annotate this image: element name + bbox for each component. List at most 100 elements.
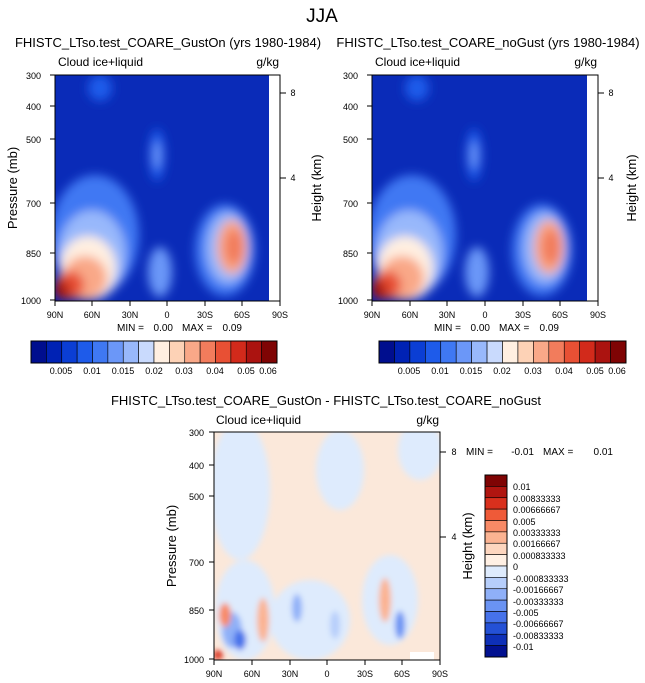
max-label: MAX = (182, 323, 212, 334)
colorbar-swatch (484, 474, 508, 487)
colorbar-swatch (484, 577, 508, 590)
stats-line: MIN = 0.00 MAX = 0.09 (117, 323, 242, 334)
colorbar-swatch (484, 554, 508, 567)
heatmap-field (372, 75, 598, 301)
colorbar-label: 0.01 (513, 482, 531, 492)
max-value: 0.01 (594, 447, 614, 458)
contour-blob (257, 598, 269, 642)
colorbar-label: -0.00833333 (513, 631, 564, 641)
y-tick-label: 850 (189, 606, 204, 616)
x-tick-label: 90S (272, 310, 288, 320)
colorbar-label: 0.00166667 (513, 539, 561, 549)
colorbar-swatch (122, 340, 139, 364)
y-tick-label: 850 (26, 249, 41, 259)
colorbar-swatches (30, 340, 278, 364)
x-tick-label: 60N (84, 310, 101, 320)
contour-blob (234, 630, 246, 650)
colorbar-swatch (484, 531, 508, 544)
max-label: MAX = (499, 323, 529, 334)
colorbar-label: 0.02 (145, 366, 163, 376)
min-value: -0.01 (511, 447, 534, 458)
y-axis-label: Pressure (mb) (5, 147, 20, 229)
x-tick-label: 30N (122, 310, 139, 320)
contour-blob (88, 75, 112, 101)
y-axis-label: Pressure (mb) (164, 505, 179, 587)
y2-axis: 8 4 Height (km) (280, 88, 324, 222)
panel-no-gust: FHISTC_LTso.test_COARE_noGust (yrs 1980-… (336, 35, 639, 376)
y-tick-label: 300 (189, 428, 204, 438)
min-label: MIN = (434, 323, 461, 334)
y2-axis-label: Height (km) (624, 154, 639, 221)
x-tick-label: 30N (282, 669, 299, 679)
colorbar-swatch (153, 340, 170, 364)
colorbar-swatch (215, 340, 232, 364)
contour-blob (372, 281, 387, 299)
variable-label: Cloud ice+liquid (375, 55, 460, 69)
colorbar-label: 0.005 (50, 366, 73, 376)
contour-blob (379, 578, 391, 622)
x-tick-label: 30S (357, 669, 373, 679)
y2-axis: 8 4 Height (km) (440, 447, 475, 580)
colorbar-swatch (394, 340, 411, 364)
colorbar-swatches (484, 474, 508, 658)
y-axis: 300 400 500 700 850 1000 Pressure (mb) (5, 71, 55, 306)
y-tick-label: 400 (26, 102, 41, 112)
contour-blob (219, 603, 231, 627)
stats-line: MIN = -0.01 MAX = 0.01 (466, 447, 613, 458)
colorbar-swatch (484, 508, 508, 521)
colorbar: 0.005 0.01 0.015 0.02 0.03 0.04 0.05 0.0… (30, 340, 278, 376)
contour-blob (55, 281, 70, 299)
contour-blob (214, 432, 270, 560)
x-axis: 90N 60N 30N 0 30S 60S 90S (206, 660, 448, 679)
colorbar-label: 0.00833333 (513, 494, 561, 504)
colorbar-swatch (484, 486, 508, 499)
colorbar-label: -0.01 (513, 642, 534, 652)
colorbar-swatch (261, 340, 278, 364)
heatmap-field (55, 75, 280, 301)
contour-blob (316, 432, 364, 510)
y-tick-label: 500 (343, 135, 358, 145)
max-value: 0.09 (223, 323, 243, 334)
colorbar-swatch (484, 497, 508, 510)
colorbar-swatch (61, 340, 78, 364)
colorbar-swatch (533, 340, 550, 364)
x-tick-label: 60S (394, 669, 410, 679)
colorbar-label: 0.05 (237, 366, 255, 376)
contour-blob (330, 611, 340, 639)
y-tick-label: 500 (26, 135, 41, 145)
colorbar-swatch (563, 340, 580, 364)
x-tick-label: 90N (47, 310, 64, 320)
colorbar-label: 0 (513, 562, 518, 572)
colorbar-label: 0.005 (513, 517, 536, 527)
colorbar-swatch (455, 340, 472, 364)
colorbar-swatch (484, 520, 508, 533)
y-tick-label: 700 (189, 558, 204, 568)
y-tick-label: 850 (343, 249, 358, 259)
y2-tick-label: 8 (451, 447, 456, 457)
x-tick-label: 30S (197, 310, 213, 320)
colorbar-label: -0.000833333 (513, 574, 569, 584)
x-axis: 90N 60N 30N 0 30S 60S 90S (364, 301, 606, 320)
colorbar-swatch (484, 622, 508, 635)
units-label: g/kg (256, 55, 279, 69)
colorbar: 0.005 0.01 0.015 0.02 0.03 0.04 0.05 0.0… (378, 340, 627, 376)
colorbar-swatch (30, 340, 47, 364)
missing-data-region (269, 75, 280, 301)
x-tick-label: 30N (439, 310, 456, 320)
colorbar-swatch (484, 611, 508, 624)
y-tick-label: 700 (343, 199, 358, 209)
x-tick-label: 0 (482, 310, 487, 320)
x-tick-label: 60S (552, 310, 568, 320)
colorbar-swatch (610, 340, 627, 364)
colorbar-swatch (484, 542, 508, 555)
x-tick-label: 0 (164, 310, 169, 320)
colorbar-label: 0.04 (555, 366, 573, 376)
colorbar-swatch (594, 340, 611, 364)
colorbar-frame (484, 474, 508, 658)
colorbar-swatch (486, 340, 503, 364)
colorbar-label: -0.00166667 (513, 585, 564, 595)
colorbar-swatch (484, 588, 508, 601)
x-tick-label: 90S (432, 669, 448, 679)
colorbar-label: 0.02 (493, 366, 511, 376)
colorbar-swatch (440, 340, 457, 364)
